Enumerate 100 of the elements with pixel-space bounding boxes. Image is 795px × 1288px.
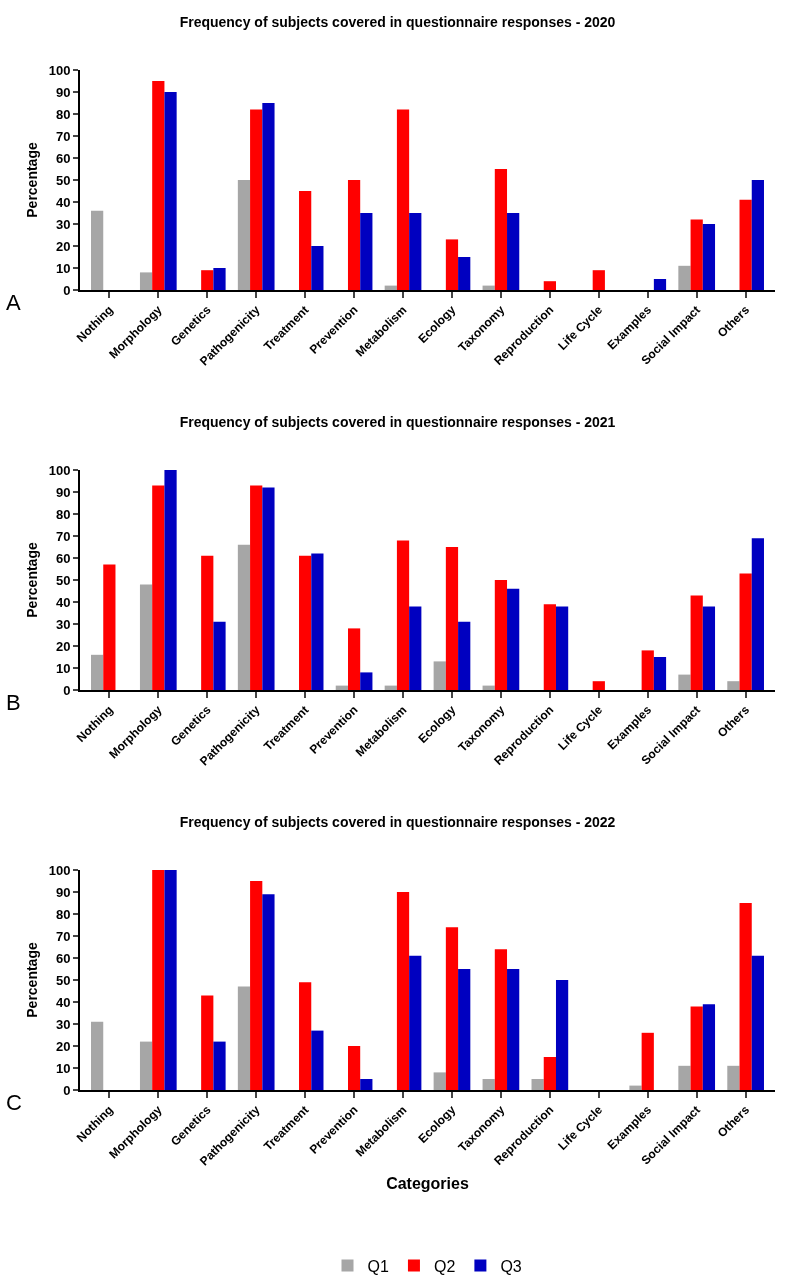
bar — [360, 213, 373, 290]
bar — [91, 210, 104, 290]
y-tick-label: 20 — [55, 638, 71, 654]
bar — [543, 604, 556, 690]
bar — [311, 1030, 324, 1090]
bar — [653, 279, 667, 290]
y-axis-title: Percentage — [23, 542, 40, 618]
bar — [396, 109, 410, 290]
bar — [727, 681, 740, 690]
bar — [445, 239, 459, 290]
text: A — [6, 290, 21, 315]
bar — [396, 540, 410, 690]
bar — [139, 584, 153, 690]
bar — [262, 894, 275, 1090]
y-tick-label: 40 — [55, 194, 71, 210]
y-tick-label: 100 — [48, 862, 71, 878]
bar — [201, 270, 214, 290]
bar — [678, 265, 691, 290]
bar — [433, 1072, 446, 1090]
bar — [751, 538, 764, 690]
bar — [433, 661, 446, 690]
y-tick-label: 70 — [55, 928, 71, 944]
bar — [702, 606, 716, 690]
bar — [347, 180, 361, 290]
bar — [250, 881, 263, 1090]
bar — [91, 1021, 104, 1090]
bar — [250, 109, 263, 290]
bar — [299, 555, 312, 690]
bar — [213, 621, 226, 690]
bar — [445, 547, 459, 690]
bar — [555, 606, 569, 690]
y-tick-label: 0 — [63, 682, 71, 698]
bar — [347, 628, 361, 690]
bar — [250, 485, 263, 690]
bar — [690, 1006, 703, 1090]
bar — [678, 1065, 691, 1090]
bar — [164, 92, 177, 290]
bar — [458, 969, 471, 1090]
bar — [409, 955, 422, 1090]
y-axis-title: Percentage — [23, 142, 40, 218]
bar — [201, 995, 214, 1090]
y-tick-label: 40 — [55, 994, 71, 1010]
bar — [237, 544, 251, 690]
x-axis-title: Categories — [386, 1174, 469, 1192]
bar — [458, 257, 471, 290]
y-tick-label: 30 — [55, 216, 71, 232]
y-tick-label: 90 — [55, 84, 71, 100]
bar — [396, 892, 410, 1090]
bar — [299, 191, 312, 290]
bar — [629, 1085, 642, 1090]
bar — [690, 219, 703, 290]
bar — [152, 81, 165, 290]
y-tick-label: 30 — [55, 1016, 71, 1032]
y-tick-label: 10 — [55, 260, 71, 276]
bar — [507, 213, 520, 290]
legend-label: Q2 — [433, 1257, 456, 1275]
bar — [262, 103, 275, 290]
bar — [103, 564, 116, 690]
bar — [201, 555, 214, 690]
bar — [641, 1032, 654, 1090]
bar — [690, 595, 703, 690]
y-tick-label: 80 — [55, 106, 71, 122]
legend-label: Q3 — [500, 1257, 522, 1275]
legend-label: Q1 — [367, 1257, 389, 1275]
bar — [299, 982, 312, 1090]
y-tick-label: 40 — [55, 594, 71, 610]
bar — [739, 573, 752, 690]
bar — [152, 485, 165, 690]
bar — [139, 272, 153, 290]
bar — [494, 169, 508, 290]
bar — [152, 870, 165, 1090]
y-tick-label: 50 — [55, 172, 71, 188]
bar — [592, 270, 605, 290]
bar — [164, 870, 177, 1090]
bar — [678, 674, 691, 690]
y-tick-label: 10 — [55, 660, 71, 676]
y-tick-label: 100 — [48, 62, 71, 78]
bar — [445, 927, 459, 1090]
bar — [555, 980, 569, 1090]
y-axis-title: Percentage — [23, 942, 40, 1018]
bar — [543, 1057, 556, 1090]
y-tick-label: 70 — [55, 528, 71, 544]
chart-title: Frequency of subjects covered in questionnaire responses - 2021 — [179, 413, 616, 430]
text: B — [6, 690, 21, 715]
bar — [641, 650, 654, 690]
y-tick-label: 80 — [55, 506, 71, 522]
bar — [702, 224, 716, 290]
y-tick-label: 30 — [55, 616, 71, 632]
y-tick-label: 60 — [55, 950, 71, 966]
y-tick-label: 50 — [55, 972, 71, 988]
y-tick-label: 60 — [55, 550, 71, 566]
bar — [237, 986, 251, 1090]
y-tick-label: 80 — [55, 906, 71, 922]
y-tick-label: 100 — [48, 462, 71, 478]
bar — [739, 199, 752, 290]
bar — [543, 281, 556, 290]
y-tick-label: 0 — [63, 1082, 71, 1098]
bar — [213, 268, 226, 290]
bar — [311, 246, 324, 290]
bar — [164, 470, 177, 690]
